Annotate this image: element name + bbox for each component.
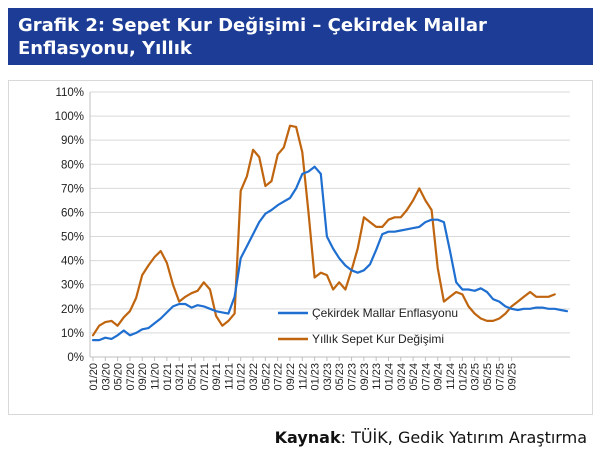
y-tick-label: 20%	[61, 304, 84, 316]
x-tick-label: 09/25	[507, 363, 519, 391]
x-tick-label: 05/21	[186, 363, 198, 391]
x-tick-label: 03/20	[100, 363, 112, 391]
y-tick-label: 40%	[61, 256, 84, 268]
x-tick-label: 09/22	[285, 363, 297, 391]
y-tick-label: 30%	[61, 280, 84, 292]
chart-title-prefix: Grafik 2:	[18, 15, 106, 36]
y-tick-label: 80%	[61, 159, 84, 171]
source-text: : TÜİK, Gedik Yatırım Araştırma	[340, 428, 587, 447]
x-tick-label: 07/23	[347, 363, 359, 391]
x-tick-label: 05/20	[113, 363, 125, 391]
chart-title-line-2: Enflasyonu, Yıllık	[18, 38, 192, 59]
chart-title-line-1: Grafik 2: Sepet Kur Değişimi – Çekirdek …	[18, 14, 583, 37]
x-tick-label: 07/20	[125, 363, 137, 391]
x-tick-label: 07/24	[420, 363, 432, 391]
x-tick-label: 01/24	[383, 363, 395, 391]
x-tick-label: 03/24	[396, 363, 408, 391]
x-tick-label: 05/24	[408, 363, 420, 391]
x-tick-label: 07/21	[199, 363, 211, 391]
legend-label: Yıllık Sepet Kur Değişimi	[312, 332, 444, 346]
y-tick-label: 50%	[61, 232, 84, 244]
x-tick-label: 07/22	[273, 363, 285, 391]
x-axis-ticks: 01/20 03/20 05/20 07/20 09/20 11/20 01/21 03/21…	[88, 357, 519, 391]
x-tick-label: 03/23	[322, 363, 334, 391]
x-tick-label: 05/25	[482, 363, 494, 391]
x-tick-label: 03/21	[174, 363, 186, 391]
x-tick-label: 01/25	[457, 363, 469, 391]
x-tick-label: 05/22	[260, 363, 272, 391]
series-lines	[91, 124, 569, 342]
x-tick-label: 09/23	[359, 363, 371, 391]
legend: Çekirdek Mallar Enflasyonu Yıllık Sepet K…	[278, 306, 458, 346]
chart-title-text: Sepet Kur Değişimi – Çekirdek Mallar	[111, 15, 487, 36]
y-tick-label: 110%	[55, 87, 84, 99]
x-tick-label: 09/20	[137, 363, 149, 391]
x-tick-label: 11/24	[445, 363, 457, 390]
series-line	[91, 124, 556, 337]
y-tick-label: 70%	[61, 183, 84, 195]
x-tick-label: 07/25	[494, 363, 506, 391]
source-label: Kaynak	[274, 428, 341, 447]
x-tick-label: 03/25	[470, 363, 482, 391]
y-tick-label: 90%	[61, 135, 84, 147]
x-tick-label: 11/22	[297, 363, 309, 390]
x-tick-label: 05/23	[334, 363, 346, 391]
y-tick-label: 100%	[55, 111, 84, 123]
y-tick-label: 10%	[61, 328, 84, 340]
x-tick-label: 01/20	[88, 363, 100, 391]
series-line	[91, 165, 569, 342]
x-tick-label: 01/23	[310, 363, 322, 391]
source-note: Kaynak: TÜİK, Gedik Yatırım Araştırma	[275, 428, 587, 447]
x-tick-label: 11/21	[223, 363, 235, 390]
legend-label: Çekirdek Mallar Enflasyonu	[312, 306, 458, 320]
x-tick-label: 03/22	[248, 363, 260, 391]
y-tick-label: 0%	[67, 352, 84, 364]
chart-title-banner: Grafik 2: Sepet Kur Değişimi – Çekirdek …	[8, 8, 593, 65]
x-tick-label: 09/24	[433, 363, 445, 391]
x-tick-label: 11/23	[371, 363, 383, 390]
x-tick-label: 01/22	[236, 363, 248, 391]
x-tick-label: 01/21	[162, 363, 174, 391]
x-tick-label: 11/20	[150, 363, 162, 390]
x-tick-label: 09/21	[211, 363, 223, 391]
y-axis-ticks: 0% 10% 20% 30% 40% 50% 60% 70% 80% 90% 100% 110%	[55, 87, 84, 364]
gridlines	[89, 91, 570, 358]
y-tick-label: 60%	[61, 207, 84, 219]
